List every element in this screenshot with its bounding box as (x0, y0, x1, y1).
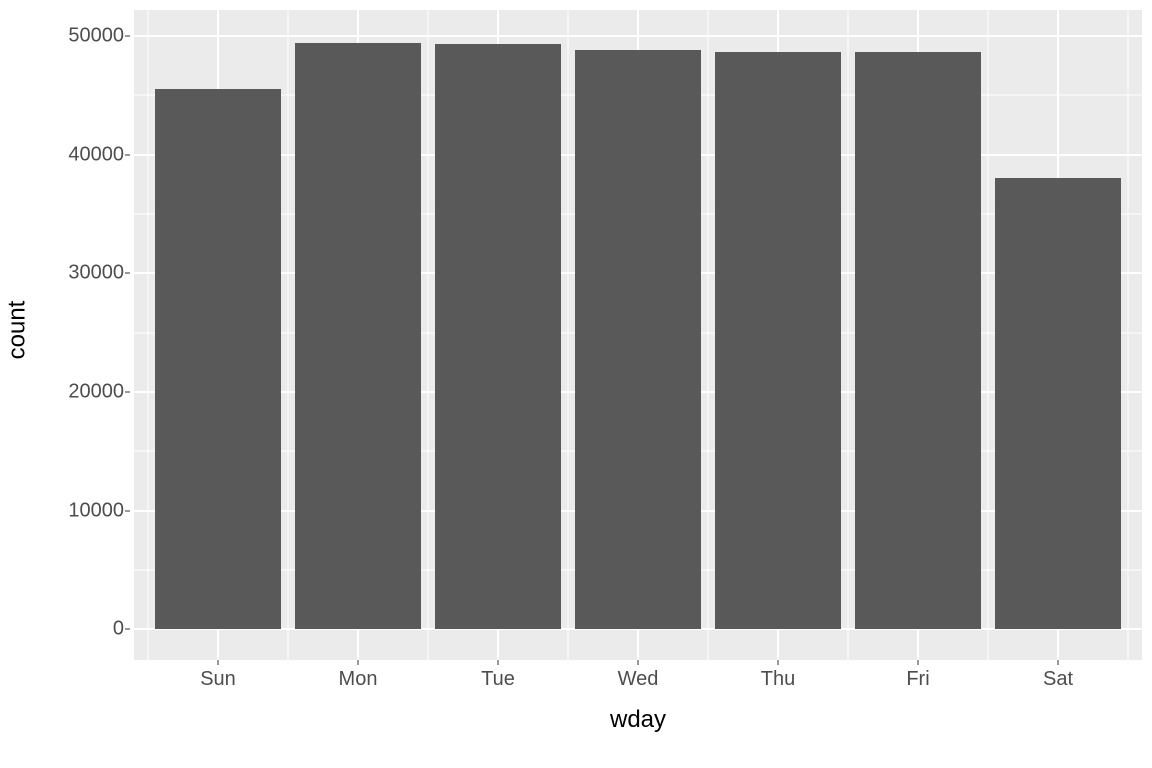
x-axis-title: wday (134, 706, 1142, 734)
x-tick-label: Sat (1043, 668, 1073, 691)
x-tick-mark (218, 660, 219, 665)
y-axis-title: count (0, 0, 34, 660)
y-tick-mark (125, 629, 130, 630)
bar (155, 89, 281, 629)
x-tick-label: Fri (906, 668, 929, 691)
gridline-minor-v (848, 10, 849, 660)
x-tick-mark (1058, 660, 1059, 665)
y-tick-label: 10000 (68, 499, 124, 522)
bar (295, 43, 421, 629)
bar (435, 44, 561, 629)
x-tick-mark (498, 660, 499, 665)
y-tick-mark (125, 36, 130, 37)
y-tick-label: 0 (113, 618, 124, 641)
bar (575, 50, 701, 629)
gridline-minor-v (988, 10, 989, 660)
y-tick-labels: 0 10000 20000 30000 40000 50000 (34, 10, 130, 660)
y-tick-mark (125, 510, 130, 511)
y-tick-label: 40000 (68, 143, 124, 166)
gridline-minor-v (708, 10, 709, 660)
x-tick-label: Tue (481, 668, 515, 691)
gridline-minor-v (568, 10, 569, 660)
x-tick-mark (918, 660, 919, 665)
x-tick-label: Wed (618, 668, 659, 691)
x-tick-labels: Sun Mon Tue Wed Thu Fri Sat (134, 660, 1142, 700)
plot-panel (134, 10, 1142, 660)
bar-chart: count 0 10000 20000 30000 40000 50000 Sun Mon T… (0, 0, 1152, 768)
x-tick-mark (358, 660, 359, 665)
gridline-minor-v (428, 10, 429, 660)
y-tick-label: 30000 (68, 262, 124, 285)
gridline-minor-v (148, 10, 149, 660)
x-tick-label: Thu (761, 668, 795, 691)
x-tick-mark (778, 660, 779, 665)
y-tick-mark (125, 154, 130, 155)
x-tick-label: Sun (200, 668, 236, 691)
x-tick-mark (638, 660, 639, 665)
bar (995, 178, 1121, 629)
y-tick-mark (125, 273, 130, 274)
y-tick-label: 50000 (68, 25, 124, 48)
y-tick-label: 20000 (68, 380, 124, 403)
bar (715, 52, 841, 630)
gridline-minor-v (288, 10, 289, 660)
x-tick-label: Mon (339, 668, 378, 691)
gridline-minor-v (1128, 10, 1129, 660)
y-axis-title-text: count (3, 301, 31, 360)
bar (855, 52, 981, 630)
y-tick-mark (125, 391, 130, 392)
